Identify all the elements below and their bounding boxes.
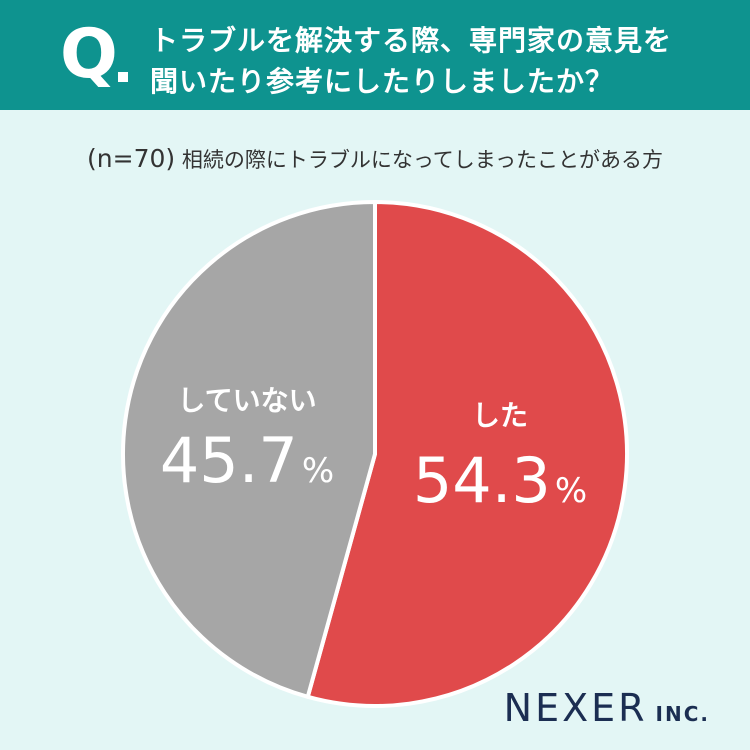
chart-subtitle: (n=70) 相続の際にトラブルになってしまったことがある方: [0, 144, 750, 174]
question-mark-dot: [118, 72, 128, 82]
slice-category-label: していない: [177, 384, 316, 417]
slice-value-label: 54.3%: [413, 444, 587, 517]
slice-value-label: 45.7%: [160, 424, 334, 497]
subtitle-text: 相続の際にトラブルになってしまったことがある方: [181, 148, 663, 172]
question-line-1: トラブルを解決する際、専門家の意見を: [150, 24, 673, 57]
logo-main: NEXER: [503, 686, 648, 730]
question-line-2: 聞いたり参考にしたりしましたか？: [150, 65, 615, 98]
question-header: Q トラブルを解決する際、専門家の意見を 聞いたり参考にしたりしましたか？: [0, 0, 750, 110]
pie-slice-did: [305, 200, 629, 708]
logo-suffix: INC.: [655, 702, 710, 726]
nexer-logo: NEXER INC.: [504, 686, 710, 730]
question-mark: Q: [60, 15, 118, 94]
pie-slice-did-not: [121, 200, 377, 699]
sample-size: (n=70): [87, 144, 176, 173]
slice-category-label: した: [472, 399, 528, 432]
